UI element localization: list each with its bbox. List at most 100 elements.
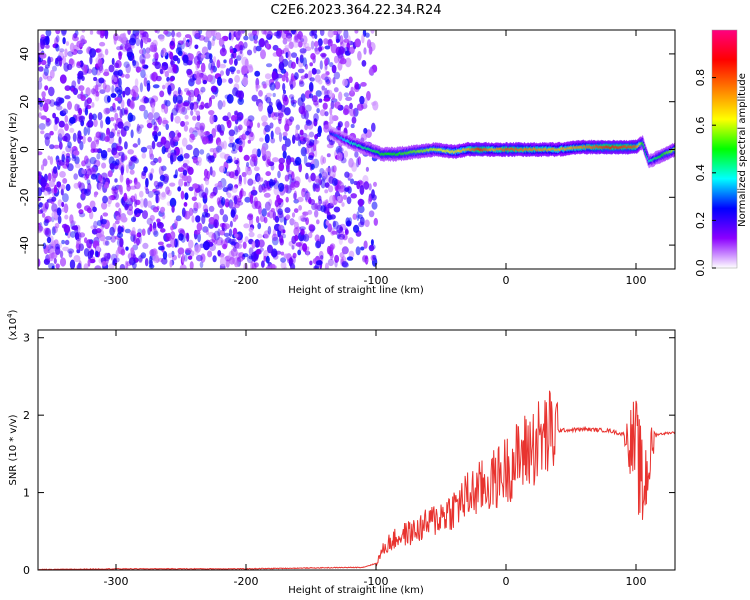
noise-blob <box>49 99 56 107</box>
noise-blob <box>313 265 319 269</box>
noise-blob <box>158 245 165 251</box>
x-tick-label: 100 <box>626 575 647 588</box>
noise-blob <box>76 248 81 254</box>
noise-blob <box>107 147 112 153</box>
noise-blob <box>112 108 117 113</box>
x-tick-label: -100 <box>364 575 389 588</box>
noise-blob <box>200 86 206 93</box>
noise-blob <box>252 179 257 185</box>
noise-blob <box>82 135 86 145</box>
noise-blob <box>368 210 375 218</box>
noise-blob <box>161 165 167 172</box>
noise-blob <box>254 70 261 77</box>
noise-blob <box>75 163 81 169</box>
noise-blob <box>309 260 313 266</box>
noise-blob <box>51 265 55 269</box>
noise-blob <box>258 90 263 97</box>
noise-blob <box>184 88 190 93</box>
noise-blob <box>173 90 179 98</box>
noise-blob <box>206 152 211 162</box>
noise-blob <box>169 77 174 82</box>
noise-blob <box>252 186 256 193</box>
noise-blob <box>86 207 92 214</box>
noise-blob <box>289 116 295 122</box>
noise-blob <box>189 92 194 102</box>
noise-blob <box>199 122 206 131</box>
noise-blob <box>78 209 84 215</box>
noise-blob <box>160 48 168 57</box>
noise-blob <box>305 192 310 200</box>
noise-blob <box>285 76 289 83</box>
noise-blob <box>84 237 88 244</box>
noise-blob <box>90 225 97 230</box>
y-tick-label: 0 <box>18 146 31 153</box>
noise-blob <box>356 103 364 111</box>
noise-blob <box>87 250 92 260</box>
noise-blob <box>87 136 92 143</box>
noise-blob <box>40 130 45 135</box>
noise-blob <box>226 94 234 104</box>
noise-blob <box>327 30 334 38</box>
noise-blob <box>209 193 214 199</box>
noise-blob <box>110 235 116 243</box>
noise-blob <box>195 62 199 71</box>
noise-blob <box>264 201 271 211</box>
noise-blob <box>321 171 328 180</box>
noise-blob <box>287 50 292 61</box>
noise-blob <box>255 84 261 89</box>
noise-blob <box>114 112 119 121</box>
noise-blob <box>315 90 322 97</box>
noise-blob <box>109 226 115 236</box>
noise-blob <box>171 205 175 213</box>
noise-blob <box>47 56 51 67</box>
noise-blob <box>159 90 165 98</box>
noise-blob <box>196 222 203 232</box>
noise-blob <box>141 59 146 67</box>
noise-blob <box>110 93 117 98</box>
noise-blob <box>329 107 333 116</box>
noise-blob <box>120 154 128 161</box>
noise-blob <box>260 49 266 60</box>
noise-blob <box>96 30 103 35</box>
noise-blob <box>98 77 105 84</box>
noise-blob <box>44 132 51 140</box>
noise-blob <box>64 123 69 131</box>
noise-blob <box>192 183 199 189</box>
noise-blob <box>95 84 99 94</box>
noise-blob <box>207 250 213 258</box>
noise-blob <box>291 171 295 181</box>
noise-blob <box>69 220 77 225</box>
noise-blob <box>181 137 188 147</box>
noise-blob <box>38 112 42 119</box>
noise-blob <box>322 156 327 164</box>
noise-blob <box>91 102 95 108</box>
noise-blob <box>318 250 324 260</box>
noise-blob <box>280 104 286 113</box>
noise-blob <box>230 69 235 75</box>
noise-blob <box>356 157 360 168</box>
noise-blob <box>55 57 59 65</box>
noise-blob <box>143 97 149 104</box>
noise-blob <box>192 207 198 214</box>
noise-blob <box>324 58 329 67</box>
noise-blob <box>203 168 209 178</box>
noise-blob <box>195 78 202 85</box>
noise-blob <box>69 42 75 53</box>
noise-blob <box>203 192 208 200</box>
snr-x-label: Height of straight line (km) <box>288 585 424 596</box>
noise-blob <box>194 44 199 50</box>
noise-blob <box>158 257 163 263</box>
noise-blob <box>67 101 72 110</box>
noise-blob <box>170 58 174 68</box>
noise-blob <box>265 266 272 269</box>
noise-blob <box>200 62 206 73</box>
noise-blob <box>39 76 43 82</box>
noise-blob <box>81 168 86 175</box>
noise-blob <box>222 243 228 250</box>
noise-blob <box>267 225 272 235</box>
noise-blob <box>202 72 207 78</box>
noise-blob <box>161 191 166 198</box>
noise-blob <box>280 229 285 236</box>
noise-blob <box>371 201 378 210</box>
noise-blob <box>55 35 60 43</box>
